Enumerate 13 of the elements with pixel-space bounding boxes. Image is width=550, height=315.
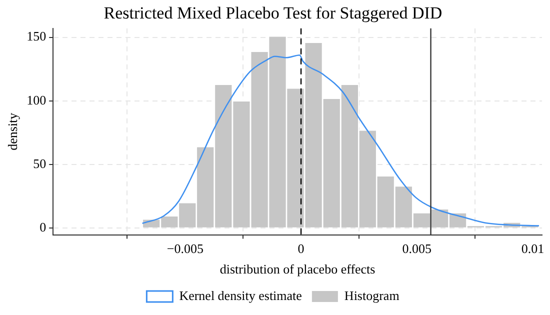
y-tick-label: 150 (26, 28, 46, 44)
x-tick-label: 0.01 (521, 241, 544, 256)
x-tick-label: −0.005 (166, 241, 204, 256)
y-tick-label: 50 (33, 156, 46, 171)
y-axis-title: density (5, 112, 20, 150)
x-tick-label: 0.005 (402, 241, 432, 256)
y-tick-label: 100 (26, 92, 46, 108)
y-tick-label: 0 (40, 219, 46, 234)
legend-label: Histogram (344, 288, 400, 303)
x-axis-title: distribution of placebo effects (220, 262, 376, 277)
chart-title: Restricted Mixed Placebo Test for Staggered DID (104, 4, 442, 23)
legend-label: Kernel density estimate (179, 288, 302, 303)
x-tick-label: 0 (298, 241, 304, 256)
